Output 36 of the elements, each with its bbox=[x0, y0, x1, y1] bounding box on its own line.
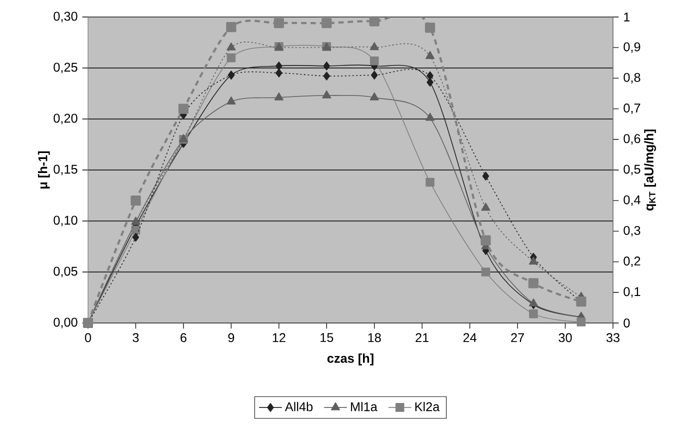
x-tick-label: 15 bbox=[320, 333, 334, 342]
y2-axis-title: q$_{KT}$ [aU/mg/h] bbox=[644, 130, 656, 211]
y-tick-label: 0,30 bbox=[54, 12, 78, 22]
x-tick-label: 27 bbox=[511, 333, 524, 342]
legend-label: Ml1a bbox=[351, 402, 378, 412]
x-tick-label: 9 bbox=[228, 333, 234, 342]
x-tick-label: 18 bbox=[368, 333, 381, 342]
x-tick-label: 12 bbox=[272, 333, 286, 342]
x-tick-label: 24 bbox=[463, 333, 476, 342]
y2-tick-label: 0,2 bbox=[624, 256, 640, 268]
y2-tick-label: 0,7 bbox=[624, 104, 640, 114]
legend-label: Kl2a bbox=[415, 402, 440, 412]
legend-label: All4b bbox=[284, 402, 313, 412]
x-tick-label: 33 bbox=[606, 333, 620, 342]
y2-tick-label: 0 bbox=[624, 318, 630, 328]
y2-tick-label: 0,1 bbox=[624, 287, 640, 298]
y-axis-title: μ [h-1] bbox=[38, 151, 50, 188]
y2-tick-label: 0,4 bbox=[624, 195, 640, 206]
x-axis-title: czas [h] bbox=[327, 354, 374, 366]
x-tick-label: 0 bbox=[84, 333, 92, 342]
y-tick-label: 0,00 bbox=[54, 318, 78, 328]
x-tick-label: 3 bbox=[132, 333, 139, 342]
y-tick-label: 0,10 bbox=[54, 216, 78, 226]
y-tick-label: 0,15 bbox=[54, 164, 78, 176]
y2-tick-label: 0,9 bbox=[624, 42, 640, 53]
x-tick-label: 6 bbox=[180, 333, 186, 342]
y2-tick-label: 0,8 bbox=[624, 72, 640, 84]
x-tick-label: 21 bbox=[416, 333, 429, 342]
y-tick-label: 0,20 bbox=[54, 114, 78, 124]
x-tick-label: 30 bbox=[558, 333, 572, 342]
y2-tick-label: 0,3 bbox=[624, 226, 640, 236]
y2-tick-label: 0,6 bbox=[624, 134, 640, 145]
y2-tick-label: 1 bbox=[624, 12, 630, 22]
y2-tick-label: 0,5 bbox=[624, 164, 640, 176]
y-tick-label: 0,25 bbox=[54, 62, 78, 74]
y-tick-label: 0,05 bbox=[54, 266, 78, 278]
